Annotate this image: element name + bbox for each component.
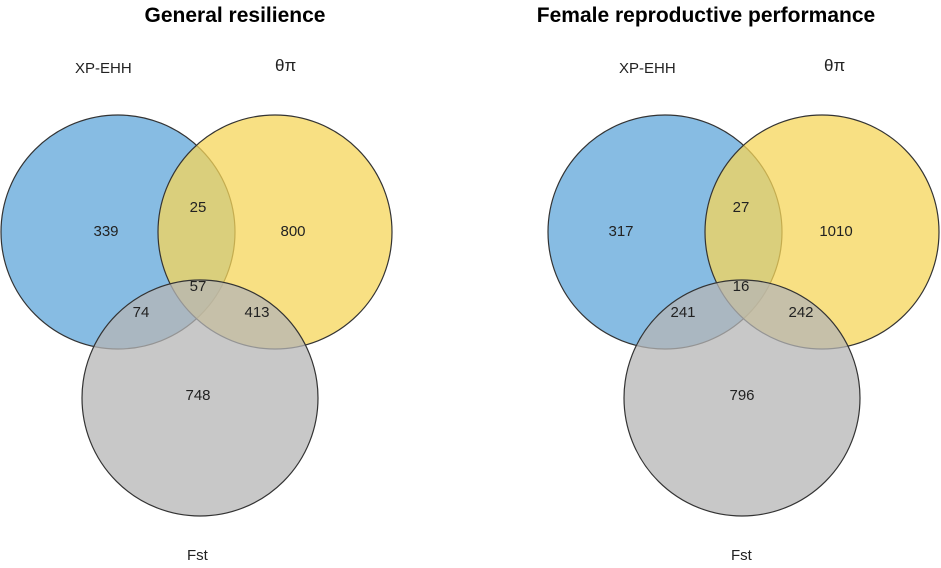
set-label-xpehh: XP-EHH <box>75 60 132 77</box>
venn-panel-general-resilience: General resilience XP-EHH θπ Fst 339 800… <box>0 0 470 568</box>
count-fst-only: 796 <box>729 387 754 404</box>
venn-diagram: 339 800 25 57 74 413 748 <box>0 114 393 517</box>
count-theta-pi-only: 800 <box>280 223 305 240</box>
circle-fst <box>623 279 861 517</box>
circle-fst <box>81 279 319 517</box>
set-label-fst: Fst <box>187 547 208 564</box>
count-theta-pi-fst: 242 <box>788 304 813 321</box>
set-label-theta-pi: θπ <box>275 56 297 75</box>
venn-diagram: 317 1010 27 16 241 242 796 <box>547 114 940 517</box>
set-label-theta-pi: θπ <box>824 56 846 75</box>
venn-panel-female-reproductive-performance: Female reproductive performance XP-EHH θ… <box>471 0 941 568</box>
count-fst-only: 748 <box>185 387 210 404</box>
venn-title: General resilience <box>144 4 326 27</box>
count-theta-pi-only: 1010 <box>819 223 852 240</box>
count-all-three: 57 <box>190 278 207 295</box>
count-xpehh-fst: 241 <box>670 304 695 321</box>
set-label-xpehh: XP-EHH <box>619 60 676 77</box>
count-all-three: 16 <box>733 278 750 295</box>
count-xpehh-fst: 74 <box>133 304 150 321</box>
count-xpehh-only: 317 <box>608 223 633 240</box>
count-xpehh-theta-pi: 25 <box>190 199 207 216</box>
count-xpehh-theta-pi: 27 <box>733 199 750 216</box>
count-xpehh-only: 339 <box>93 223 118 240</box>
count-theta-pi-fst: 413 <box>244 304 269 321</box>
venn-title: Female reproductive performance <box>536 4 876 27</box>
set-label-fst: Fst <box>731 547 752 564</box>
